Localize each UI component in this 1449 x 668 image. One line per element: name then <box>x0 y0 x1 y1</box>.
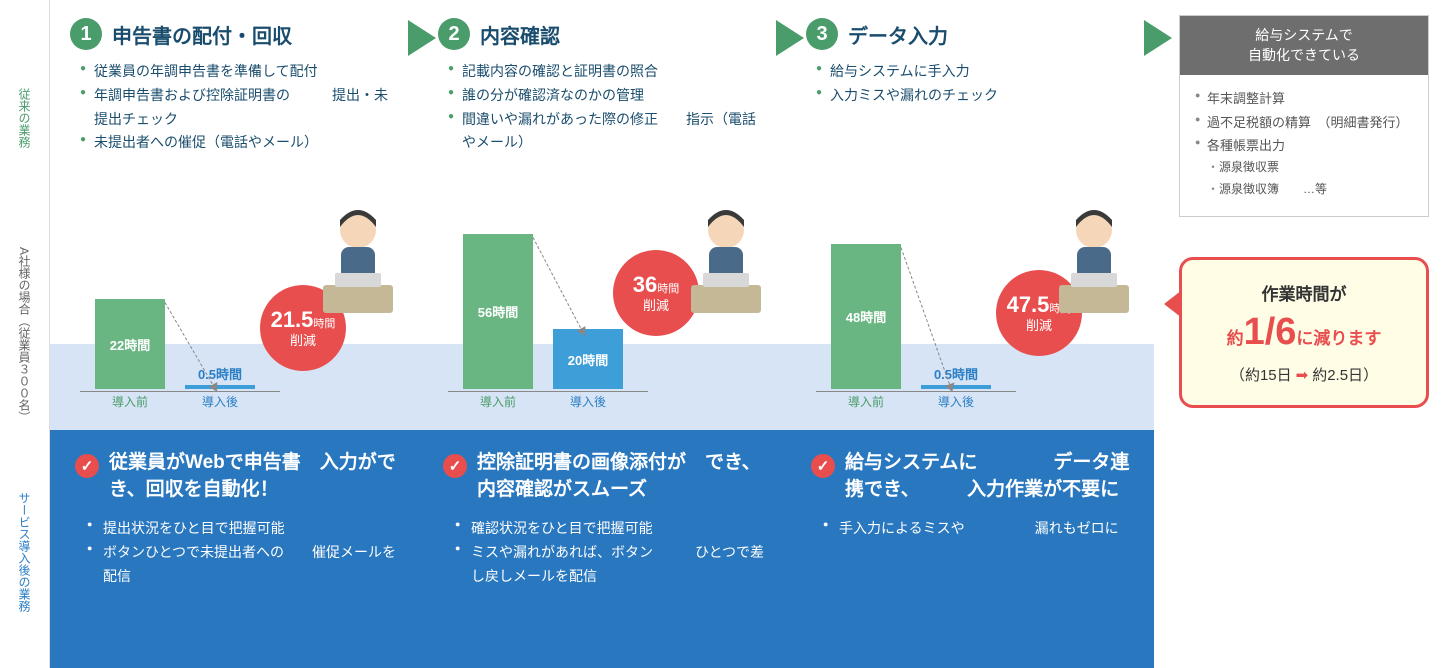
bar-before: 48時間 <box>831 244 901 389</box>
benefit-bullet: ボタンひとつで未提出者への 催促メールを配信 <box>87 541 398 589</box>
automated-box: 給与システムで自動化できている 年末調整計算過不足税額の精算 （明細書発行）各種… <box>1179 15 1429 217</box>
automated-item: 年末調整計算 <box>1195 87 1413 110</box>
benefit-bullets: 提出状況をひと目で把握可能ボタンひとつで未提出者への 催促メールを配信 <box>75 517 398 588</box>
bar-label-after: 導入後 <box>911 393 1001 410</box>
result-callout: 作業時間が 約1/6に減ります （約15日➡約2.5日） <box>1179 257 1429 408</box>
benefit-headline: 給与システムに データ連携でき、 入力作業が不要に <box>811 450 1134 503</box>
benefit-panel: 従業員がWebで申告書 入力ができ、回収を自動化！ 提出状況をひと目で把握可能ボタ… <box>50 430 418 668</box>
step-bullets: 従業員の年調申告書を準備して配付年調申告書および控除証明書の 提出・未提出チェッ… <box>50 60 418 215</box>
chart-zone: 56時間導入前20時間導入後36時間削減 <box>418 215 786 430</box>
bar-chart: 56時間導入前 20時間導入後 <box>453 234 633 410</box>
result-arrow-icon <box>1164 290 1182 318</box>
step-title: 申告書の配付・回収 <box>112 20 292 49</box>
automated-item: 各種帳票出力 <box>1195 134 1413 157</box>
step-bullets: 給与システムに手入力入力ミスや漏れのチェック <box>786 60 1154 215</box>
step-column-1: 1 申告書の配付・回収従業員の年調申告書を準備して配付年調申告書および控除証明書の… <box>50 0 418 668</box>
label-after: サービス導入後の業務 <box>0 435 50 668</box>
main-columns: 1 申告書の配付・回収従業員の年調申告書を準備して配付年調申告書および控除証明書の… <box>50 0 1154 668</box>
benefit-headline-text: 給与システムに データ連携でき、 入力作業が不要に <box>845 450 1134 503</box>
label-previous: 従来の業務 <box>0 0 50 235</box>
step-number-icon: 3 <box>806 18 838 50</box>
step-header: 1 申告書の配付・回収 <box>50 0 418 60</box>
bar-label-before: 導入前 <box>821 393 911 410</box>
step-arrow-icon <box>1144 20 1172 56</box>
step-title: データ入力 <box>848 20 948 49</box>
step-bullet: 未提出者への催促（電話やメール） <box>80 131 398 155</box>
benefit-headline: 従業員がWebで申告書 入力ができ、回収を自動化！ <box>75 450 398 503</box>
bar-chart: 48時間導入前0.5時間導入後 <box>821 244 1001 410</box>
persona-icon <box>313 195 403 315</box>
right-column: 給与システムで自動化できている 年末調整計算過不足税額の精算 （明細書発行）各種… <box>1154 0 1449 668</box>
step-column-3: 3 データ入力給与システムに手入力入力ミスや漏れのチェック 48時間導入前0.5時間… <box>786 0 1154 668</box>
step-bullet: 間違いや漏れがあった際の修正 指示（電話やメール） <box>448 108 766 156</box>
automated-list: 年末調整計算過不足税額の精算 （明細書発行）各種帳票出力源泉徴収票源泉徴収簿 …… <box>1180 75 1428 200</box>
benefit-headline-text: 従業員がWebで申告書 入力ができ、回収を自動化！ <box>109 450 398 503</box>
automated-subitem: 源泉徴収票 <box>1195 157 1413 179</box>
benefit-bullets: 確認状況をひと目で把握可能ミスや漏れがあれば、ボタン ひとつで差し戻しメールを配… <box>443 517 766 588</box>
automated-item: 過不足税額の精算 （明細書発行） <box>1195 111 1413 134</box>
step-header: 3 データ入力 <box>786 0 1154 60</box>
benefit-panel: 給与システムに データ連携でき、 入力作業が不要に手入力によるミスや 漏れもゼロ… <box>786 430 1154 668</box>
step-bullet: 記載内容の確認と証明書の照合 <box>448 60 766 84</box>
result-line1: 作業時間が <box>1200 280 1408 305</box>
step-bullet: 入力ミスや漏れのチェック <box>816 84 1134 108</box>
chart-zone: 22時間導入前0.5時間導入後21.5時間削減 <box>50 215 418 430</box>
step-arrow-icon <box>408 20 436 56</box>
step-bullet: 従業員の年調申告書を準備して配付 <box>80 60 398 84</box>
bar-before: 56時間 <box>463 234 533 389</box>
automated-subitem: 源泉徴収簿 …等 <box>1195 179 1413 201</box>
result-line2: 約1/6に減ります <box>1200 311 1408 354</box>
step-bullets: 記載内容の確認と証明書の照合誰の分が確認済なのかの管理間違いや漏れがあった際の修… <box>418 60 786 215</box>
bar-label-before: 導入前 <box>453 393 543 410</box>
check-icon <box>811 454 835 478</box>
bar-after: 20時間 <box>553 329 623 389</box>
bar-label-before: 導入前 <box>85 393 175 410</box>
benefit-headline: 控除証明書の画像添付が でき、内容確認がスムーズ <box>443 450 766 503</box>
benefit-bullet: 確認状況をひと目で把握可能 <box>455 517 766 541</box>
step-arrow-icon <box>776 20 804 56</box>
benefit-bullet: 提出状況をひと目で把握可能 <box>87 517 398 541</box>
bar-before: 22時間 <box>95 299 165 389</box>
check-icon <box>75 454 99 478</box>
chart-zone: 48時間導入前0.5時間導入後47.5時間削減 <box>786 215 1154 430</box>
benefit-panel: 控除証明書の画像添付が でき、内容確認がスムーズ確認状況をひと目で把握可能ミスや… <box>418 430 786 668</box>
benefit-headline-text: 控除証明書の画像添付が でき、内容確認がスムーズ <box>477 450 766 503</box>
bar-label-after: 導入後 <box>543 393 633 410</box>
step-number-icon: 1 <box>70 18 102 50</box>
persona-icon <box>1049 195 1139 315</box>
check-icon <box>443 454 467 478</box>
bar-after-value: 0.5時間 <box>175 364 265 383</box>
benefit-bullet: 手入力によるミスや 漏れもゼロに <box>823 517 1134 541</box>
benefit-bullets: 手入力によるミスや 漏れもゼロに <box>811 517 1134 541</box>
step-header: 2 内容確認 <box>418 0 786 60</box>
step-title: 内容確認 <box>480 20 560 49</box>
automated-header: 給与システムで自動化できている <box>1180 16 1428 75</box>
bar-chart: 22時間導入前0.5時間導入後 <box>85 299 265 410</box>
step-number-icon: 2 <box>438 18 470 50</box>
persona-icon <box>681 195 771 315</box>
step-bullet: 誰の分が確認済なのかの管理 <box>448 84 766 108</box>
benefit-bullet: ミスや漏れがあれば、ボタン ひとつで差し戻しメールを配信 <box>455 541 766 589</box>
step-bullet: 給与システムに手入力 <box>816 60 1134 84</box>
bar-label-after: 導入後 <box>175 393 265 410</box>
result-line3: （約15日➡約2.5日） <box>1200 364 1408 385</box>
bar-after-value: 0.5時間 <box>911 364 1001 383</box>
step-column-2: 2 内容確認記載内容の確認と証明書の照合誰の分が確認済なのかの管理間違いや漏れがあ… <box>418 0 786 668</box>
label-case: A社様の場合（従業員３００名） <box>0 235 50 435</box>
row-labels: 従来の業務 A社様の場合（従業員３００名） サービス導入後の業務 <box>0 0 50 668</box>
step-bullet: 年調申告書および控除証明書の 提出・未提出チェック <box>80 84 398 132</box>
